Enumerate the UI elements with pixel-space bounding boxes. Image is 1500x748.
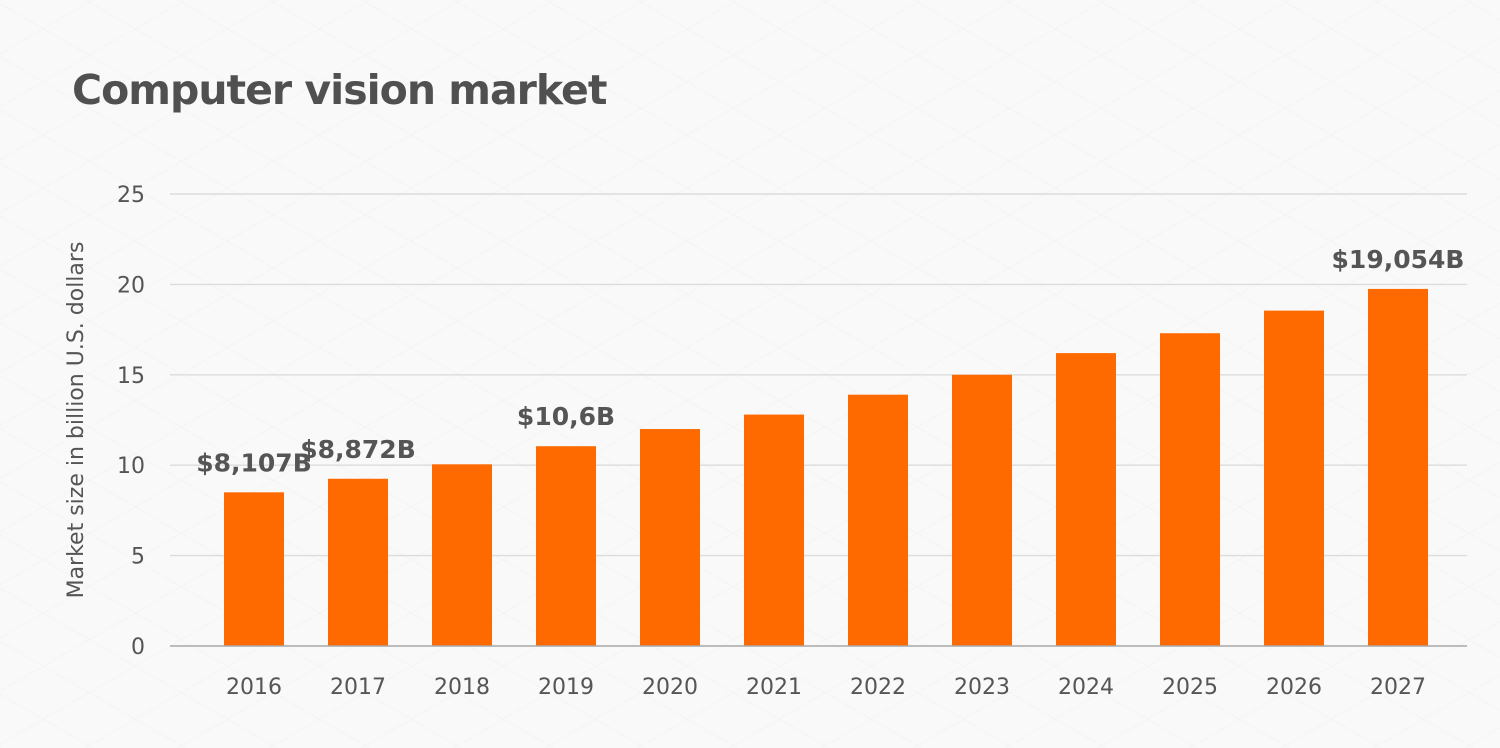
y-tick-label: 20 bbox=[117, 273, 145, 298]
bar-2027 bbox=[1368, 288, 1428, 646]
x-tick-label: 2016 bbox=[226, 675, 282, 700]
data-label-2016: $8,107B bbox=[196, 448, 312, 477]
y-axis-ticks: 0 5 10 15 20 25 bbox=[117, 183, 145, 660]
bar-2020 bbox=[640, 429, 700, 646]
data-label-2017: $8,872B bbox=[300, 435, 416, 464]
x-tick-label: 2018 bbox=[434, 675, 490, 700]
x-tick-label: 2020 bbox=[642, 675, 698, 700]
chart-title: Computer vision market bbox=[72, 66, 607, 114]
x-tick-label: 2019 bbox=[538, 675, 594, 700]
y-tick-label: 15 bbox=[117, 364, 145, 389]
data-label-2019: $10,6B bbox=[517, 402, 615, 431]
x-axis-ticks: 2016 2017 2018 2019 2020 2021 2022 2023 2024 2025… bbox=[226, 675, 1426, 700]
bar-2018 bbox=[432, 464, 492, 646]
bar-2022 bbox=[848, 394, 908, 646]
bar-2025 bbox=[1160, 333, 1220, 646]
data-label-2027: $19,054B bbox=[1332, 245, 1465, 274]
bar-2021 bbox=[744, 414, 804, 646]
x-tick-label: 2021 bbox=[746, 675, 802, 700]
bar-2019 bbox=[536, 446, 596, 646]
bar-2026 bbox=[1264, 310, 1324, 646]
x-tick-label: 2024 bbox=[1058, 675, 1114, 700]
data-labels: $8,107B$8,872B $10,6B $19,054B bbox=[196, 245, 1464, 477]
x-tick-label: 2022 bbox=[850, 675, 906, 700]
x-tick-label: 2026 bbox=[1266, 675, 1322, 700]
y-tick-label: 25 bbox=[117, 183, 145, 208]
bar-2016 bbox=[224, 492, 284, 646]
x-tick-label: 2023 bbox=[954, 675, 1010, 700]
bars bbox=[224, 288, 1428, 646]
y-tick-label: 10 bbox=[117, 454, 145, 479]
bar-2023 bbox=[952, 374, 1012, 646]
y-tick-label: 0 bbox=[131, 635, 145, 660]
y-axis-label: Market size in billion U.S. dollars bbox=[64, 242, 89, 599]
bar-2017 bbox=[328, 478, 388, 646]
y-tick-label: 5 bbox=[131, 545, 145, 570]
x-tick-label: 2025 bbox=[1162, 675, 1218, 700]
bar-2024 bbox=[1056, 353, 1116, 646]
x-tick-label: 2027 bbox=[1370, 675, 1426, 700]
x-tick-label: 2017 bbox=[330, 675, 386, 700]
